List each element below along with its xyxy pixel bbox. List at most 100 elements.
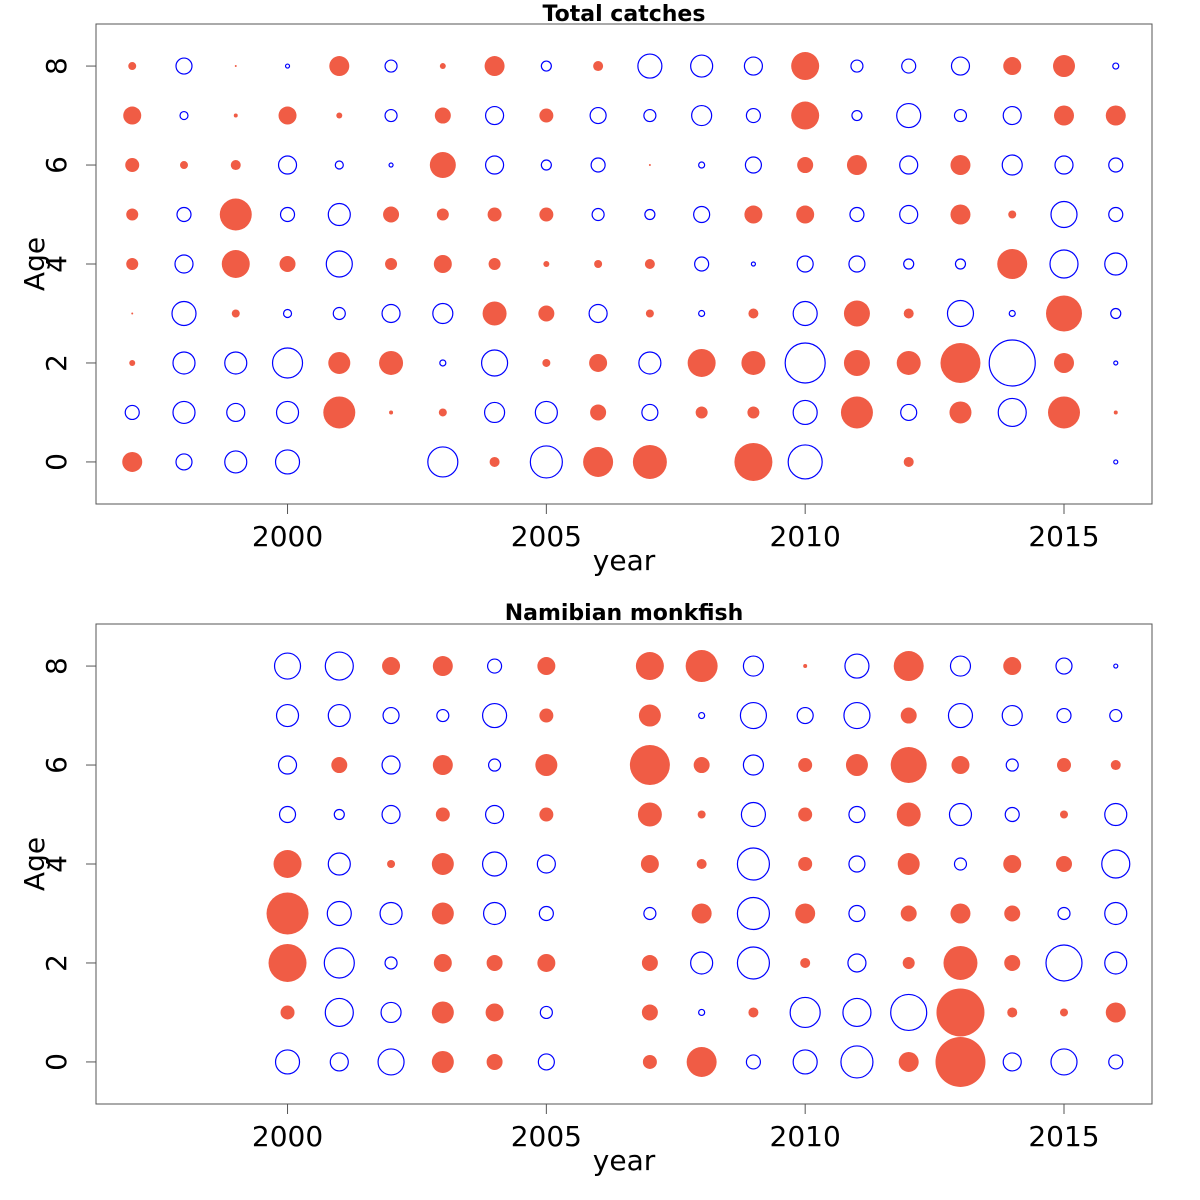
bubble-point xyxy=(748,308,759,319)
bubble-point xyxy=(792,300,818,327)
bubble-point xyxy=(174,254,194,274)
bubble-point xyxy=(690,951,714,975)
bubble-point xyxy=(432,656,453,677)
bubble-point xyxy=(946,299,975,328)
chart-title: Namibian monkfish xyxy=(505,601,744,626)
bubble-point xyxy=(282,308,293,319)
bubble-point xyxy=(935,1036,986,1087)
bubble-point xyxy=(849,206,865,223)
bubble-point xyxy=(796,205,815,224)
bubble-point xyxy=(278,106,297,125)
bubble-point xyxy=(280,1005,295,1020)
bubble-point xyxy=(379,901,403,926)
bubble-point xyxy=(129,359,136,366)
bubble-point xyxy=(848,904,866,923)
y-tick-label: 0 xyxy=(40,1053,73,1071)
bubble-point xyxy=(698,711,706,720)
plot-frame xyxy=(95,623,1153,1105)
bubble-point xyxy=(903,258,915,270)
bubble-point xyxy=(329,1052,349,1072)
bubble-point xyxy=(436,708,450,723)
bubble-point xyxy=(539,807,554,822)
bubble-point xyxy=(381,755,401,775)
bubble-point xyxy=(890,993,928,1032)
y-tick-label: 6 xyxy=(40,156,73,174)
bubble-point xyxy=(843,701,871,730)
bubble-point xyxy=(389,410,394,415)
bubble-point xyxy=(890,747,927,784)
bubble-point xyxy=(1113,459,1119,465)
bubble-point xyxy=(744,205,763,224)
bubble-point xyxy=(741,350,766,375)
x-tick-label: 2000 xyxy=(252,520,323,553)
bubble-point xyxy=(1113,360,1119,366)
bubble-point xyxy=(698,309,706,318)
bubble-point xyxy=(221,250,250,278)
bubble-point xyxy=(950,204,971,225)
bubble-point xyxy=(529,445,563,479)
bubble-point xyxy=(900,905,917,922)
bubble-point xyxy=(685,650,718,683)
bubble-point xyxy=(848,855,866,873)
bubble-point xyxy=(538,305,555,322)
bubble-point xyxy=(1108,1054,1124,1070)
bubble-point xyxy=(902,956,915,969)
bubble-point xyxy=(641,1004,658,1021)
bubble-point xyxy=(696,859,707,869)
bubble-point xyxy=(1045,944,1083,982)
bubble-point xyxy=(629,745,670,786)
bubble-point xyxy=(951,756,970,775)
bubble-point xyxy=(439,63,446,70)
bubble-point xyxy=(484,155,505,175)
bubble-point xyxy=(698,1008,706,1017)
bubble-point xyxy=(641,954,658,971)
bubble-point xyxy=(381,804,401,825)
bubble-point xyxy=(484,56,505,77)
bubble-point xyxy=(438,408,447,417)
bubble-point xyxy=(953,857,968,871)
bubble-point xyxy=(736,896,771,931)
bubble-point xyxy=(1050,1048,1078,1076)
bubble-point xyxy=(851,109,863,122)
bubble-point xyxy=(950,903,971,924)
bubble-point xyxy=(540,60,552,72)
bubble-point xyxy=(648,164,651,167)
bubble-point xyxy=(843,300,870,327)
bubble-point xyxy=(327,703,351,728)
bubble-point xyxy=(698,161,706,169)
bubble-point xyxy=(482,301,507,326)
bubble-point xyxy=(736,847,771,881)
y-tick-label: 0 xyxy=(40,453,73,471)
bubble-point xyxy=(784,342,826,384)
bubble-point xyxy=(484,105,505,126)
bubble-point xyxy=(791,52,820,81)
bubble-point xyxy=(796,706,814,725)
bubble-point xyxy=(695,406,708,419)
x-axis-title: year xyxy=(593,1144,656,1177)
bubble-point xyxy=(1056,856,1072,872)
bubble-point xyxy=(1004,905,1021,922)
plot-frame xyxy=(95,23,1153,505)
bubble-point xyxy=(589,106,607,125)
bubble-point xyxy=(997,249,1028,279)
bubble-point xyxy=(850,59,864,73)
bubble-point xyxy=(538,905,554,922)
bubble-point xyxy=(388,162,394,168)
x-tick-label: 2010 xyxy=(770,1120,841,1153)
y-axis: 0 2 4 6 8 xyxy=(40,57,96,471)
bubble-point xyxy=(482,901,507,926)
bubble-point xyxy=(840,1045,874,1079)
bubble-point xyxy=(896,350,921,375)
bubble-point xyxy=(1001,154,1023,176)
bubble-layer xyxy=(122,52,1128,481)
bubble-point xyxy=(694,256,710,272)
bubble-point xyxy=(1054,155,1074,175)
bubble-point xyxy=(736,946,771,980)
bubble-point xyxy=(1054,352,1074,373)
bubble-point xyxy=(1004,806,1020,823)
bubble-point xyxy=(583,446,614,477)
bubble-point xyxy=(435,807,450,822)
bubble-point xyxy=(690,54,714,78)
bubble-point xyxy=(900,707,917,724)
bubble-point xyxy=(1057,758,1071,773)
